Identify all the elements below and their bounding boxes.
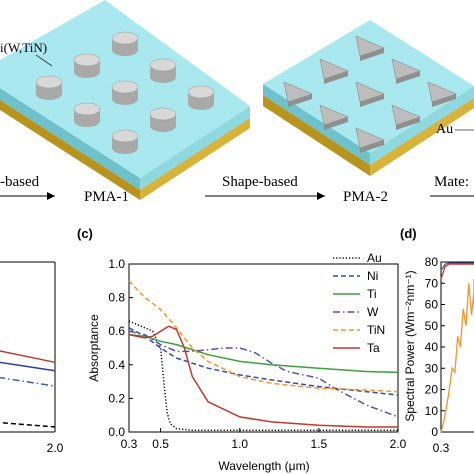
x-tick-label: 1.0	[231, 437, 248, 451]
triangle-nanostructure	[355, 35, 385, 61]
series-line	[0, 350, 56, 364]
material-label-left: i(W,TiN)	[0, 40, 47, 55]
series-line	[0, 376, 56, 387]
panel-label: (d)	[400, 226, 417, 241]
flow-label-shape-based: Shape-based	[222, 174, 298, 190]
y-tick-label: 0.4	[108, 358, 125, 372]
triangle-nanostructure	[283, 81, 313, 107]
arrow-icon	[317, 192, 325, 200]
y-axis-label: Spectral Power (Wm⁻²nm⁻¹)	[403, 270, 417, 421]
legend-label: Ta	[367, 341, 380, 355]
y-tick-label: 30	[425, 361, 439, 375]
series-line-au	[128, 320, 398, 432]
y-tick-label: 80	[425, 255, 439, 269]
cylinder-nanostructure	[73, 53, 101, 78]
series-line	[440, 262, 474, 271]
panel-d-partial: (d) 0 10 20 30 40 50 60 70 80 0.3 Spectral Power …	[400, 226, 474, 455]
series-line	[0, 421, 56, 428]
triangle-nanostructure	[319, 104, 349, 130]
material-label-right: Au	[436, 122, 453, 137]
cylinder-nanostructure	[111, 129, 139, 154]
flow-label-based: -based	[0, 174, 40, 190]
pma2-illustration	[263, 20, 474, 176]
y-tick-label: 50	[425, 319, 439, 333]
cylinder-nanostructure	[149, 58, 177, 83]
flow-label-material: Mate:	[434, 174, 469, 190]
series-line	[440, 263, 474, 280]
material-pointer-left	[35, 54, 53, 67]
y-tick-label: 20	[425, 383, 439, 397]
panel-b-partial: 2.0	[0, 261, 64, 455]
y-tick-label: 10	[425, 404, 439, 418]
series-line-ta	[128, 325, 398, 428]
triangle-nanostructure	[427, 81, 457, 107]
plot-frame	[128, 263, 399, 433]
y-tick-label: 0.8	[108, 291, 125, 305]
cylinder-nanostructure	[73, 102, 101, 127]
y-tick-label: 1.0	[108, 257, 125, 271]
series-line	[0, 361, 56, 372]
cylinder-nanostructure	[149, 107, 177, 132]
cylinder-nanostructure	[111, 80, 139, 105]
x-tick-label: 0.5	[152, 437, 169, 451]
panel-label: (c)	[77, 226, 93, 241]
flow-label-pma1: PMA-1	[84, 189, 129, 205]
y-tick-label: 0.2	[108, 391, 125, 405]
x-tick-label: 2.0	[390, 437, 407, 451]
cylinder-nanostructure	[111, 31, 139, 56]
x-axis-label: Wavelength (μm)	[218, 459, 309, 473]
legend-label: Au	[367, 251, 382, 265]
y-tick-label: 0.0	[108, 425, 125, 439]
y-tick-label: 60	[425, 298, 439, 312]
triangle-nanostructure	[355, 127, 385, 153]
x-tick-label: 0.3	[433, 441, 450, 455]
flow-row: -based PMA-1 Shape-based PMA-2 Mate:	[0, 174, 474, 205]
panel-c: (c) 0.3 0.5 1.0 1.5 2.0 0.0 0.2 0.4 0.6 0.8 1.0 Au…	[77, 226, 407, 473]
flow-label-pma2: PMA-2	[343, 189, 388, 205]
triangle-nanostructure	[319, 58, 349, 84]
legend-label: Ni	[367, 269, 378, 283]
y-tick-label: 0.6	[108, 324, 125, 338]
legend-label: Ti	[367, 287, 377, 301]
pma1-illustration	[0, 0, 250, 200]
y-tick-label: 70	[425, 276, 439, 290]
y-axis-label: Absorptance	[87, 314, 101, 382]
series-line-w	[128, 330, 399, 418]
x-tick-label: 0.3	[121, 437, 138, 451]
series-line-ni	[128, 327, 399, 396]
cylinder-nanostructure	[35, 75, 63, 100]
x-tick-label: 2.0	[47, 441, 64, 455]
legend-label: TiN	[367, 323, 385, 337]
triangle-nanostructure	[355, 81, 385, 107]
triangle-nanostructure	[391, 58, 421, 84]
series-line-tin	[128, 280, 399, 393]
series-line-ti	[128, 333, 399, 374]
arrow-icon	[47, 192, 55, 200]
series-line	[440, 279, 474, 433]
y-tick-label: 40	[425, 340, 439, 354]
legend-label: W	[367, 305, 379, 319]
x-tick-label: 1.5	[311, 437, 328, 451]
y-tick-label: 0	[431, 425, 438, 439]
triangle-nanostructure	[391, 104, 421, 130]
cylinder-nanostructure	[187, 85, 215, 110]
